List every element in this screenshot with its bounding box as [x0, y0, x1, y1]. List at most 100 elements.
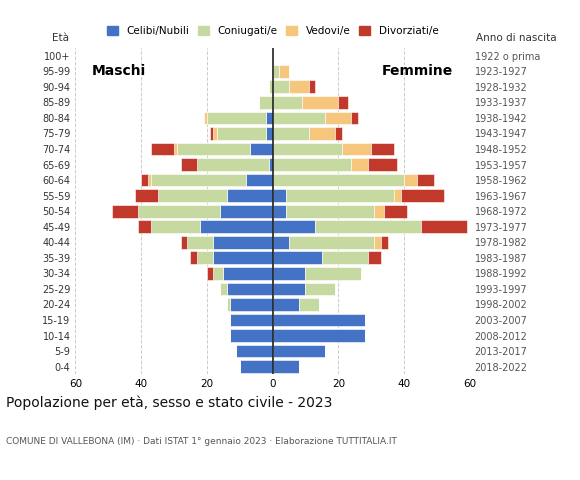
Bar	[286, 205, 375, 217]
Bar	[227, 189, 273, 202]
Bar	[273, 111, 325, 124]
Bar	[273, 65, 279, 78]
Bar	[351, 111, 358, 124]
Bar	[342, 143, 371, 156]
Bar	[151, 143, 174, 156]
Bar	[197, 158, 269, 171]
Bar	[230, 298, 273, 311]
Bar	[273, 329, 365, 342]
Bar	[335, 127, 342, 140]
Bar	[385, 205, 407, 217]
Bar	[187, 236, 213, 249]
Bar	[259, 96, 273, 109]
Bar	[230, 313, 273, 326]
Bar	[230, 329, 273, 342]
Bar	[286, 189, 394, 202]
Bar	[223, 267, 273, 280]
Bar	[289, 81, 309, 93]
Bar	[322, 252, 368, 264]
Bar	[273, 189, 286, 202]
Bar	[190, 252, 197, 264]
Bar	[401, 189, 444, 202]
Legend: Celibi/Nubili, Coniugati/e, Vedovi/e, Divorziati/e: Celibi/Nubili, Coniugati/e, Vedovi/e, Di…	[107, 26, 438, 36]
Bar	[138, 205, 220, 217]
Bar	[273, 127, 309, 140]
Bar	[306, 267, 361, 280]
Bar	[306, 283, 335, 295]
Bar	[174, 143, 177, 156]
Bar	[375, 236, 381, 249]
Bar	[420, 220, 466, 233]
Bar	[325, 111, 351, 124]
Bar	[273, 283, 306, 295]
Bar	[269, 158, 273, 171]
Bar	[217, 127, 266, 140]
Bar	[246, 174, 273, 187]
Bar	[417, 174, 434, 187]
Bar	[220, 283, 227, 295]
Bar	[368, 252, 381, 264]
Bar	[273, 96, 302, 109]
Bar	[273, 143, 342, 156]
Bar	[213, 236, 273, 249]
Bar	[273, 345, 325, 358]
Bar	[273, 267, 306, 280]
Bar	[273, 158, 351, 171]
Bar	[381, 236, 387, 249]
Bar	[273, 220, 316, 233]
Bar	[338, 96, 348, 109]
Text: Maschi: Maschi	[92, 64, 146, 78]
Bar	[394, 189, 401, 202]
Bar	[213, 252, 273, 264]
Bar	[151, 220, 200, 233]
Bar	[210, 127, 213, 140]
Bar	[180, 158, 197, 171]
Text: COMUNE DI VALLEBONA (IM) · Dati ISTAT 1° gennaio 2023 · Elaborazione TUTTITALIA.: COMUNE DI VALLEBONA (IM) · Dati ISTAT 1°…	[6, 437, 397, 446]
Bar	[158, 189, 227, 202]
Text: Femmine: Femmine	[382, 64, 454, 78]
Bar	[220, 205, 273, 217]
Bar	[213, 127, 217, 140]
Bar	[351, 158, 368, 171]
Bar	[273, 174, 404, 187]
Bar	[111, 205, 138, 217]
Bar	[269, 81, 273, 93]
Bar	[138, 220, 151, 233]
Bar	[240, 360, 273, 373]
Bar	[227, 283, 273, 295]
Bar	[200, 220, 273, 233]
Bar	[279, 65, 289, 78]
Bar	[309, 81, 316, 93]
Bar	[375, 205, 385, 217]
Bar	[227, 298, 230, 311]
Bar	[151, 174, 246, 187]
Bar	[148, 174, 151, 187]
Bar	[207, 111, 266, 124]
Bar	[177, 143, 249, 156]
Bar	[141, 174, 148, 187]
Bar	[309, 127, 335, 140]
Bar	[371, 143, 394, 156]
Bar	[404, 174, 417, 187]
Bar	[273, 205, 286, 217]
Bar	[316, 220, 420, 233]
Bar	[197, 252, 213, 264]
Bar	[207, 267, 213, 280]
Bar	[266, 127, 273, 140]
Bar	[249, 143, 273, 156]
Bar	[266, 111, 273, 124]
Bar	[135, 189, 158, 202]
Bar	[273, 252, 322, 264]
Bar	[273, 236, 289, 249]
Bar	[368, 158, 397, 171]
Bar	[213, 267, 223, 280]
Bar	[273, 313, 365, 326]
Bar	[204, 111, 207, 124]
Bar	[273, 298, 299, 311]
Bar	[237, 345, 273, 358]
Bar	[302, 96, 338, 109]
Bar	[273, 360, 299, 373]
Bar	[299, 298, 318, 311]
Text: Età: Età	[52, 33, 69, 43]
Bar	[289, 236, 375, 249]
